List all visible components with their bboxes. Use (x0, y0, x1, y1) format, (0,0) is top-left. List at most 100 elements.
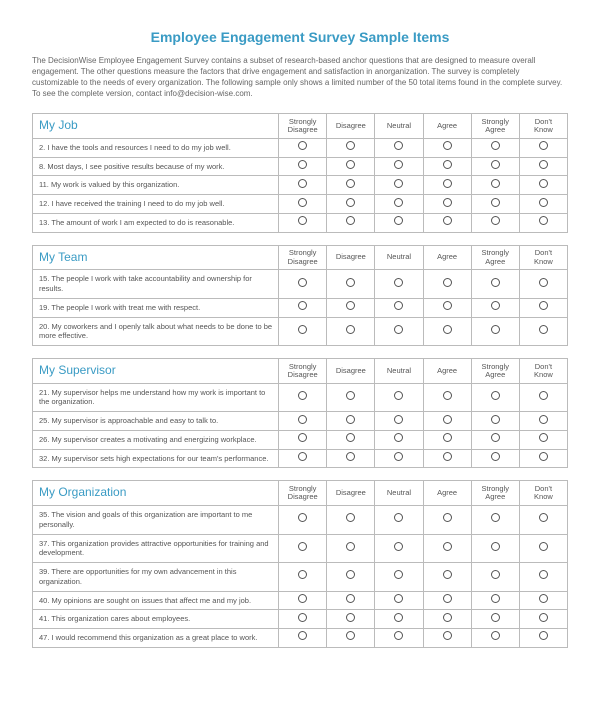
radio-cell[interactable] (471, 157, 519, 176)
radio-icon[interactable] (443, 216, 452, 225)
radio-icon[interactable] (539, 141, 548, 150)
radio-icon[interactable] (491, 613, 500, 622)
radio-cell[interactable] (519, 157, 567, 176)
radio-cell[interactable] (471, 138, 519, 157)
radio-icon[interactable] (298, 216, 307, 225)
radio-icon[interactable] (298, 594, 307, 603)
radio-icon[interactable] (394, 415, 403, 424)
radio-icon[interactable] (443, 542, 452, 551)
radio-cell[interactable] (279, 298, 327, 317)
radio-cell[interactable] (471, 298, 519, 317)
radio-cell[interactable] (375, 610, 423, 629)
radio-cell[interactable] (327, 157, 375, 176)
radio-cell[interactable] (519, 176, 567, 195)
radio-cell[interactable] (471, 591, 519, 610)
radio-icon[interactable] (346, 301, 355, 310)
radio-cell[interactable] (423, 176, 471, 195)
radio-icon[interactable] (298, 513, 307, 522)
radio-icon[interactable] (443, 391, 452, 400)
radio-cell[interactable] (471, 213, 519, 232)
radio-cell[interactable] (327, 563, 375, 592)
radio-icon[interactable] (394, 570, 403, 579)
radio-cell[interactable] (279, 563, 327, 592)
radio-cell[interactable] (423, 430, 471, 449)
radio-cell[interactable] (519, 298, 567, 317)
radio-cell[interactable] (279, 412, 327, 431)
radio-cell[interactable] (471, 383, 519, 412)
radio-icon[interactable] (539, 391, 548, 400)
radio-icon[interactable] (539, 198, 548, 207)
radio-cell[interactable] (471, 534, 519, 563)
radio-icon[interactable] (491, 433, 500, 442)
radio-icon[interactable] (394, 325, 403, 334)
radio-icon[interactable] (443, 278, 452, 287)
radio-icon[interactable] (539, 452, 548, 461)
radio-cell[interactable] (279, 195, 327, 214)
radio-icon[interactable] (491, 301, 500, 310)
radio-cell[interactable] (423, 213, 471, 232)
radio-cell[interactable] (375, 270, 423, 299)
radio-cell[interactable] (519, 213, 567, 232)
radio-cell[interactable] (375, 449, 423, 468)
radio-icon[interactable] (346, 433, 355, 442)
radio-icon[interactable] (491, 594, 500, 603)
radio-icon[interactable] (539, 216, 548, 225)
radio-cell[interactable] (471, 412, 519, 431)
radio-cell[interactable] (279, 213, 327, 232)
radio-cell[interactable] (327, 412, 375, 431)
radio-cell[interactable] (519, 506, 567, 535)
radio-cell[interactable] (471, 629, 519, 648)
radio-cell[interactable] (423, 138, 471, 157)
radio-icon[interactable] (346, 325, 355, 334)
radio-icon[interactable] (346, 391, 355, 400)
radio-icon[interactable] (491, 198, 500, 207)
radio-cell[interactable] (327, 213, 375, 232)
radio-icon[interactable] (539, 301, 548, 310)
radio-cell[interactable] (423, 449, 471, 468)
radio-cell[interactable] (375, 195, 423, 214)
radio-cell[interactable] (423, 270, 471, 299)
radio-cell[interactable] (471, 430, 519, 449)
radio-icon[interactable] (443, 198, 452, 207)
radio-icon[interactable] (346, 198, 355, 207)
radio-cell[interactable] (327, 610, 375, 629)
radio-cell[interactable] (279, 610, 327, 629)
radio-icon[interactable] (298, 542, 307, 551)
radio-cell[interactable] (375, 138, 423, 157)
radio-icon[interactable] (346, 452, 355, 461)
radio-cell[interactable] (423, 195, 471, 214)
radio-icon[interactable] (539, 594, 548, 603)
radio-icon[interactable] (346, 179, 355, 188)
radio-cell[interactable] (327, 298, 375, 317)
radio-cell[interactable] (327, 430, 375, 449)
radio-icon[interactable] (394, 179, 403, 188)
radio-cell[interactable] (423, 629, 471, 648)
radio-icon[interactable] (394, 141, 403, 150)
radio-icon[interactable] (394, 278, 403, 287)
radio-cell[interactable] (375, 383, 423, 412)
radio-icon[interactable] (443, 179, 452, 188)
radio-cell[interactable] (471, 270, 519, 299)
radio-cell[interactable] (471, 449, 519, 468)
radio-cell[interactable] (423, 383, 471, 412)
radio-cell[interactable] (279, 138, 327, 157)
radio-cell[interactable] (519, 430, 567, 449)
radio-cell[interactable] (519, 317, 567, 346)
radio-cell[interactable] (375, 412, 423, 431)
radio-icon[interactable] (539, 278, 548, 287)
radio-icon[interactable] (346, 613, 355, 622)
radio-icon[interactable] (491, 452, 500, 461)
radio-cell[interactable] (327, 317, 375, 346)
radio-cell[interactable] (519, 591, 567, 610)
radio-icon[interactable] (346, 542, 355, 551)
radio-icon[interactable] (298, 278, 307, 287)
radio-cell[interactable] (375, 213, 423, 232)
radio-icon[interactable] (394, 301, 403, 310)
radio-cell[interactable] (423, 610, 471, 629)
radio-cell[interactable] (375, 430, 423, 449)
radio-cell[interactable] (327, 506, 375, 535)
radio-icon[interactable] (491, 513, 500, 522)
radio-icon[interactable] (394, 216, 403, 225)
radio-icon[interactable] (394, 391, 403, 400)
radio-cell[interactable] (423, 317, 471, 346)
